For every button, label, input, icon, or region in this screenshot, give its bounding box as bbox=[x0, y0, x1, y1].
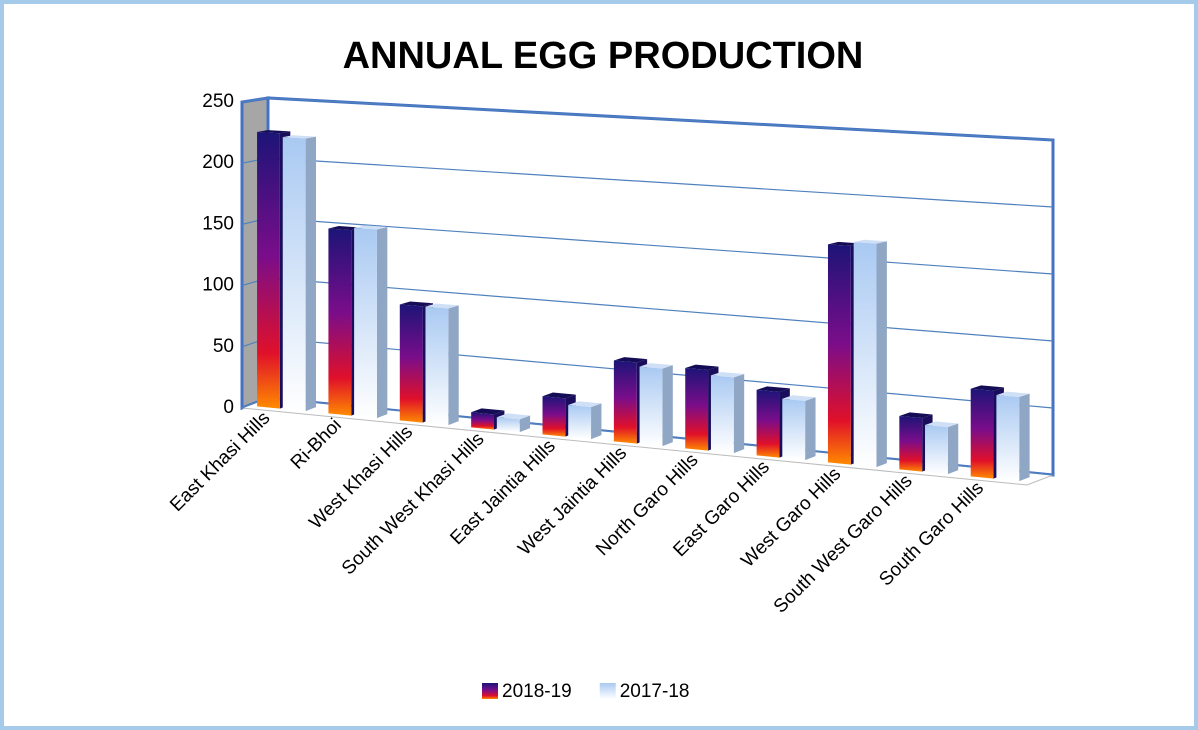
bar-top bbox=[496, 413, 531, 420]
bar-side bbox=[662, 365, 673, 447]
bar-top bbox=[827, 241, 862, 246]
legend-label: 2017-18 bbox=[620, 681, 690, 702]
bar-top bbox=[282, 135, 316, 139]
bar-side bbox=[1019, 393, 1030, 482]
bar bbox=[613, 360, 637, 444]
x-tick-label: East Khasi Hills bbox=[166, 408, 274, 516]
bar-top bbox=[328, 225, 362, 231]
bar bbox=[328, 228, 352, 416]
bar bbox=[354, 227, 377, 419]
bar-side bbox=[876, 241, 887, 468]
bar bbox=[782, 398, 806, 461]
legend-swatch bbox=[599, 683, 616, 699]
bar bbox=[925, 425, 948, 475]
bar bbox=[639, 366, 663, 447]
bar-top bbox=[613, 357, 648, 363]
chart-title: ANNUAL EGG PRODUCTION bbox=[343, 35, 864, 77]
bar bbox=[568, 404, 592, 440]
bar bbox=[827, 244, 851, 465]
x-tick-label: South West Khasi Hills bbox=[338, 429, 489, 580]
bar bbox=[399, 304, 423, 423]
bar-top bbox=[710, 371, 745, 378]
bar-side bbox=[805, 397, 816, 461]
bar-top bbox=[471, 408, 505, 415]
bar-side bbox=[376, 226, 388, 419]
y-tick-label: 0 bbox=[223, 397, 234, 418]
y-tick-label: 150 bbox=[202, 213, 234, 234]
bar-top bbox=[639, 363, 673, 369]
grid-line bbox=[241, 97, 1054, 141]
bar-top bbox=[782, 395, 816, 401]
bar-top bbox=[925, 421, 959, 428]
bar-side bbox=[733, 373, 745, 454]
bar bbox=[970, 388, 994, 479]
bar-top bbox=[685, 364, 719, 370]
bar-side bbox=[947, 423, 959, 475]
bar bbox=[425, 306, 449, 426]
bar bbox=[996, 395, 1020, 482]
bar bbox=[282, 137, 306, 412]
bar-top bbox=[425, 303, 459, 309]
bar-side bbox=[448, 305, 459, 426]
bar bbox=[496, 417, 520, 433]
bar-side bbox=[519, 415, 531, 433]
y-tick-label: 200 bbox=[202, 152, 234, 173]
bar-top bbox=[970, 385, 1004, 391]
bar-top bbox=[354, 225, 388, 230]
y-tick-label: 100 bbox=[202, 275, 234, 296]
bar-top bbox=[399, 301, 434, 307]
bar bbox=[853, 242, 877, 468]
bar-top bbox=[568, 401, 602, 408]
x-tick-label: Ri-Bhoi bbox=[287, 415, 346, 474]
bar bbox=[899, 415, 923, 472]
legend-swatch bbox=[482, 683, 498, 699]
bar-top bbox=[996, 391, 1030, 398]
y-tick-label: 250 bbox=[202, 91, 234, 112]
bar bbox=[542, 396, 566, 437]
bar-top bbox=[853, 239, 887, 244]
bar-top bbox=[899, 412, 933, 419]
bar-side bbox=[305, 136, 316, 412]
legend-label: 2018-19 bbox=[502, 681, 572, 702]
bar-top bbox=[542, 392, 576, 399]
bar bbox=[685, 367, 709, 451]
bar bbox=[471, 412, 494, 430]
bar bbox=[710, 375, 734, 454]
y-tick-label: 50 bbox=[213, 336, 234, 357]
bar-side bbox=[591, 403, 602, 440]
x-tick-label: South West Garo Hills bbox=[770, 471, 917, 618]
bar bbox=[257, 131, 280, 409]
bar-top bbox=[756, 386, 790, 392]
bar-top bbox=[257, 130, 291, 134]
bar bbox=[756, 389, 780, 458]
